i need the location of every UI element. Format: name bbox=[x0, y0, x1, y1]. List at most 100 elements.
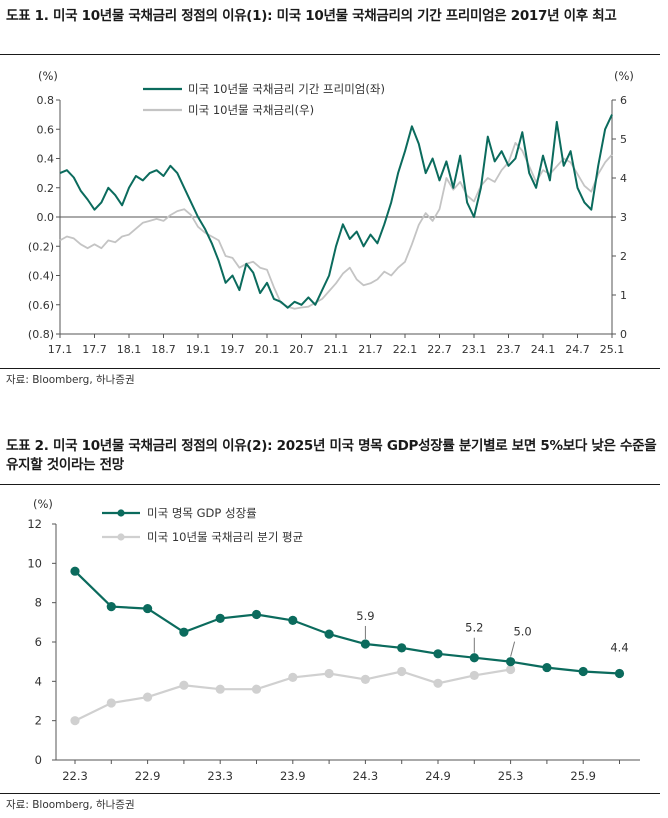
figure1-x-tick-label: 18.7 bbox=[151, 343, 176, 356]
figure1-x-tick-label: 20.1 bbox=[255, 343, 280, 356]
figure1-x-tick-label: 22.7 bbox=[427, 343, 452, 356]
figure1-x-tick-label: 23.1 bbox=[462, 343, 487, 356]
figure2-legend-label-1: 미국 명목 GDP 성장률 bbox=[147, 506, 257, 520]
figure2-y-tick-label: 0 bbox=[35, 753, 42, 767]
figure2-title: 도표 2. 미국 10년물 국채금리 정점의 이유(2): 2025년 미국 명… bbox=[6, 438, 657, 473]
figure2-yield-point bbox=[106, 698, 116, 708]
figure1-left-tick-label: (0.2) bbox=[28, 240, 54, 253]
figure2-gdp-point bbox=[288, 615, 298, 625]
figure1-x-tick-label: 24.1 bbox=[531, 343, 556, 356]
figure2-gdp-point bbox=[578, 666, 588, 677]
figure2-source: 자료: Bloomberg, 하나증권 bbox=[6, 799, 135, 811]
figure1-x-tick-label: 20.7 bbox=[289, 343, 314, 356]
figure1-treasury-yield-line bbox=[59, 142, 613, 310]
figure2-gdp-point bbox=[143, 603, 153, 614]
figure2-annotation-label: 4.4 bbox=[610, 640, 628, 654]
figure2-annotation-leader bbox=[510, 641, 516, 657]
figure1-x-tick-label: 22.1 bbox=[393, 343, 418, 356]
figure1-right-tick-label: 6 bbox=[620, 94, 627, 107]
figure2-yield-point bbox=[215, 684, 225, 694]
figure1-x-tick-label: 17.7 bbox=[82, 343, 107, 356]
figure1-x-tick-label: 19.1 bbox=[186, 343, 211, 356]
figure2-gdp-point bbox=[542, 662, 552, 673]
figure2-top-rule bbox=[0, 484, 660, 485]
figure1-right-tick-label: 1 bbox=[620, 289, 627, 302]
figure1-right-tick-label: 5 bbox=[620, 133, 627, 146]
figure1-x-tick-label: 17.1 bbox=[48, 343, 73, 356]
figure2-yield-point bbox=[360, 674, 370, 684]
figure2-gdp-point bbox=[70, 566, 80, 576]
figure1-x-tick-label: 18.1 bbox=[117, 343, 142, 356]
figure2-gdp-point bbox=[179, 627, 189, 637]
figure2-x-tick-label: 25.9 bbox=[570, 769, 596, 783]
figure2-yield-point bbox=[433, 678, 443, 688]
figure2-yield-point bbox=[70, 716, 80, 726]
figure2-annotation-label: 5.2 bbox=[465, 621, 483, 635]
figure1-legend-label-2: 미국 10년물 국채금리(우) bbox=[188, 103, 314, 117]
figure1-bottom-rule bbox=[0, 368, 660, 369]
figure1-chart: (%) (%) 0.8 0.6 0.4 0.2 0.0 (0.2) (0.4) (0.6) (0.8… bbox=[28, 69, 634, 356]
figure2-gdp-point bbox=[215, 613, 225, 623]
figure2-x-tick-label: 22.3 bbox=[62, 769, 88, 783]
figure2-bottom-rule bbox=[0, 793, 660, 794]
figure1-left-tick-label: 0.8 bbox=[37, 94, 55, 107]
figure2-y-unit: (%) bbox=[33, 497, 53, 511]
figure2-gdp-point bbox=[614, 668, 625, 679]
figure2-y-tick-label: 10 bbox=[27, 556, 42, 570]
figure2-annotation-label: 5.0 bbox=[513, 625, 531, 639]
figure1-left-tick-label: (0.8) bbox=[28, 328, 54, 341]
figure2-yield-point bbox=[324, 668, 334, 679]
figure2-gdp-point bbox=[106, 602, 116, 612]
figure1-left-tick-label: (0.6) bbox=[28, 299, 54, 312]
figure1-right-tick-label: 3 bbox=[620, 211, 627, 224]
figure1-x-tick-label: 19.7 bbox=[220, 343, 245, 356]
figure2-yield-point bbox=[251, 684, 262, 694]
figure2-y-tick-label: 2 bbox=[35, 714, 42, 728]
figure2-legend-label-2: 미국 10년물 국채금리 분기 평균 bbox=[147, 530, 303, 544]
figure2-x-tick-label: 24.3 bbox=[353, 769, 379, 783]
figure1-right-tick-label: 4 bbox=[620, 172, 627, 185]
figure1-right-tick-label: 2 bbox=[620, 250, 627, 263]
figure1-left-unit: (%) bbox=[38, 69, 58, 83]
figure2-yield-point bbox=[288, 672, 298, 682]
figure2-gdp-point bbox=[360, 639, 370, 649]
figure2-chart: (%) 12 10 8 6 4 2 0 22.3 22.9 23.3 23.9 24.3 24.9 25.3… bbox=[27, 497, 640, 783]
figure1-term-premium-line bbox=[59, 114, 613, 309]
figure2-y-tick-label: 4 bbox=[35, 674, 42, 688]
figure2-x-tick-label: 24.9 bbox=[425, 769, 451, 783]
figure1-left-tick-label: 0.2 bbox=[37, 182, 55, 195]
figure2-x-tick-label: 25.3 bbox=[498, 769, 524, 783]
figure1-x-tick-label: 24.7 bbox=[565, 343, 590, 356]
figure1-left-tick-label: 0.4 bbox=[37, 153, 55, 166]
figure1-left-tick-label: (0.4) bbox=[28, 270, 54, 283]
figure1-left-tick-label: 0.0 bbox=[37, 211, 55, 224]
figure1-x-tick-label: 21.7 bbox=[358, 343, 383, 356]
figure1-left-tick-label: 0.6 bbox=[37, 123, 55, 136]
figure1-source: 자료: Bloomberg, 하나증권 bbox=[6, 374, 135, 386]
figure2-gdp-point bbox=[397, 643, 407, 653]
figure2-x-tick-label: 23.9 bbox=[280, 769, 306, 783]
figure2-gdp-point bbox=[324, 629, 334, 639]
figure1-legend-label-1: 미국 10년물 국채금리 기간 프리미엄(좌) bbox=[188, 82, 385, 96]
figure1-x-tick-label: 23.7 bbox=[496, 343, 521, 356]
figure2-gdp-point bbox=[469, 653, 479, 663]
figure2-x-tick-label: 22.9 bbox=[135, 769, 161, 783]
figure2-y-tick-label: 8 bbox=[35, 596, 42, 610]
figure1-x-tick-label: 21.1 bbox=[324, 343, 349, 356]
figure2-yield-point bbox=[143, 692, 153, 702]
figure1-top-rule bbox=[0, 54, 660, 55]
figure2-gdp-point bbox=[506, 657, 516, 667]
figure2-x-tick-label: 23.3 bbox=[207, 769, 233, 783]
figure1-title: 도표 1. 미국 10년물 국채금리 정점의 이유(1): 미국 10년물 국채… bbox=[6, 8, 617, 24]
figure2-legend-marker-2 bbox=[117, 533, 125, 541]
figure2-legend-marker-1 bbox=[117, 509, 125, 517]
figure2-yield-point bbox=[397, 666, 407, 677]
figure2-yield-point bbox=[506, 664, 516, 675]
figure1-x-tick-label: 25.1 bbox=[600, 343, 625, 356]
figure2-y-tick-label: 12 bbox=[27, 517, 42, 531]
figure1-right-unit: (%) bbox=[614, 69, 634, 83]
figure2-gdp-point bbox=[251, 609, 262, 620]
figure2-yield-point bbox=[179, 680, 189, 690]
figure1-right-tick-label: 0 bbox=[620, 328, 627, 341]
figure2-gdp-line bbox=[74, 570, 620, 675]
